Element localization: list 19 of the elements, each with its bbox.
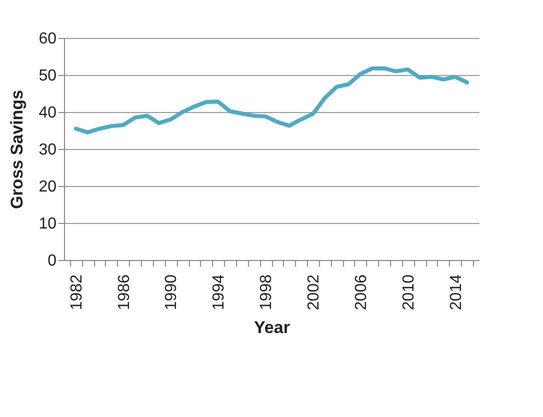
y-axis-title: Gross Savings [8, 90, 27, 210]
y-tick-label: 30 [38, 142, 57, 158]
x-tick-label: 1986 [116, 274, 133, 310]
x-tick-label: 2002 [306, 274, 322, 310]
y-tick-label: 20 [38, 178, 57, 196]
x-axis-title: Year [254, 318, 290, 338]
y-tick-label: 60 [38, 30, 57, 48]
line-series [74, 66, 470, 134]
x-tick-label: 2006 [352, 274, 370, 310]
x-tick-label: 1998 [258, 274, 276, 310]
x-tick-label: 1990 [163, 274, 180, 310]
x-tick-label: 2010 [400, 274, 418, 310]
x-tick-label: 2014 [448, 274, 465, 310]
x-tick-label: 1994 [210, 274, 228, 310]
y-tick-label: 10 [38, 216, 57, 232]
y-tick-label: 0 [48, 252, 57, 270]
y-tick-label: 40 [38, 104, 57, 122]
x-tick-label: 1982 [68, 274, 86, 310]
y-tick-label: 50 [38, 68, 57, 84]
